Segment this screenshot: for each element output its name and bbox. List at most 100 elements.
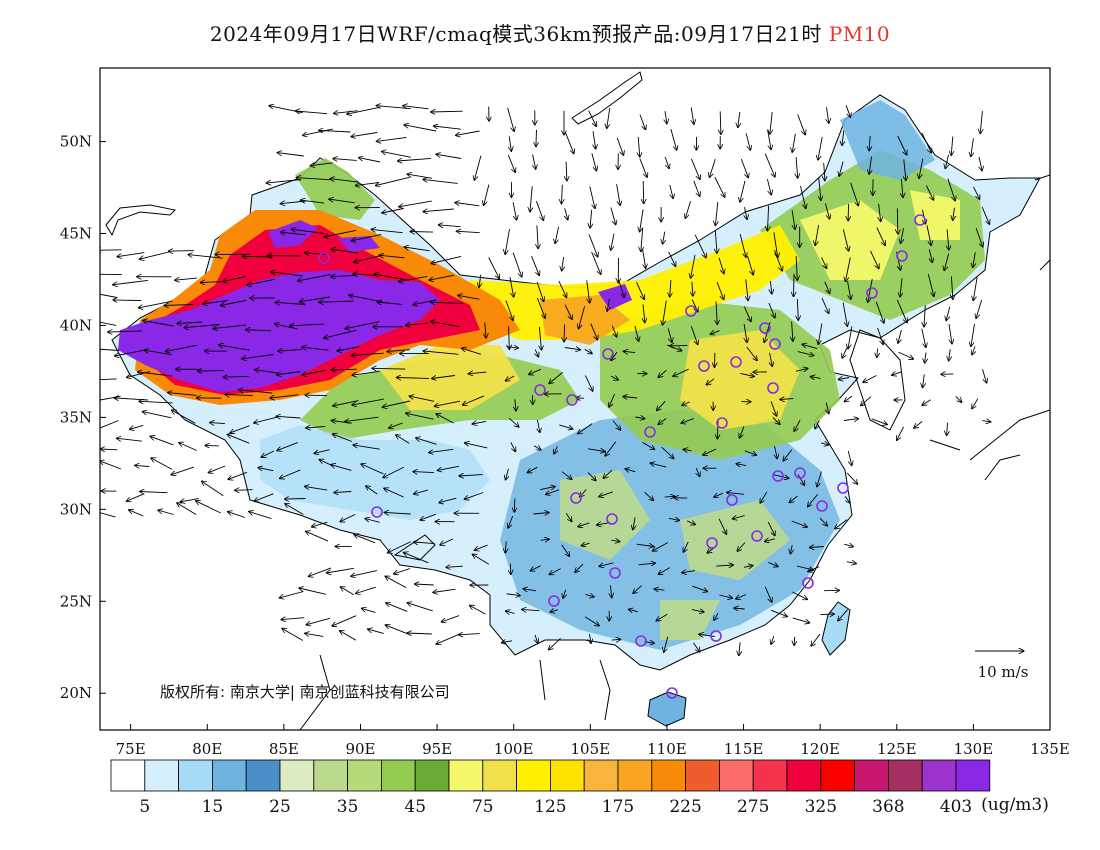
wind-arrow: [387, 541, 411, 553]
vietnam-outline: [539, 659, 611, 721]
wind-arrow: [819, 177, 821, 201]
wind-arrow: [299, 588, 326, 595]
wind-arrow: [353, 445, 380, 450]
wind-arrow: [114, 398, 149, 400]
wind-arrow: [372, 368, 406, 369]
wind-arrow: [588, 449, 605, 452]
wind-arrow: [797, 351, 814, 356]
wind-arrow: [261, 450, 275, 457]
colorbar-legend: 5 15 25 35 45 75 125 175 225 275 325 368 403: [110, 759, 991, 817]
wind-arrow: [770, 401, 777, 416]
wind-arrow: [139, 401, 173, 403]
wind-arrow: [951, 136, 953, 156]
wind-arrow: [794, 419, 801, 431]
wind-arrow: [821, 257, 827, 268]
wind-arrow: [200, 282, 224, 283]
wind-arrow: [352, 370, 380, 375]
wind-arrow: [663, 300, 667, 326]
wind-arrow: [663, 231, 665, 244]
wind-arrow: [746, 279, 748, 300]
wind-arrow: [441, 615, 460, 622]
wind-arrow: [736, 594, 747, 600]
wind-arrow: [509, 276, 514, 297]
wind-arrow: [842, 130, 844, 145]
colorbar-swatch: [516, 759, 551, 792]
wind-arrow: [108, 331, 142, 332]
wind-arrow: [815, 225, 820, 246]
wind-arrow: [898, 351, 914, 359]
wind-arrow: [633, 517, 635, 529]
wind-arrow: [818, 323, 823, 345]
wind-arrow: [973, 277, 978, 300]
wind-arrow: [304, 253, 328, 255]
wind-arrow: [432, 375, 455, 379]
wind-arrow: [870, 250, 879, 269]
colorbar-swatch: [414, 759, 450, 792]
wind-arrow: [399, 200, 432, 207]
wind-arrow: [143, 321, 174, 327]
wind-arrow: [415, 584, 434, 585]
wind-arrow: [354, 534, 376, 544]
wind-arrow: [610, 376, 618, 380]
wind-arrow: [278, 349, 302, 351]
wind-arrow: [848, 204, 849, 221]
wind-arrow: [973, 186, 980, 199]
wind-arrow: [223, 376, 249, 377]
wind-arrow: [371, 229, 403, 234]
colorbar-label: 275: [737, 797, 769, 817]
wind-arrow: [533, 154, 536, 170]
lon-tick-label: 130E: [954, 740, 994, 758]
wind-arrow: [737, 542, 746, 552]
wind-arrow: [300, 200, 325, 204]
wind-arrow: [775, 446, 778, 459]
wind-arrow: [533, 513, 550, 515]
wind-arrow: [258, 468, 274, 472]
colorbar-swatch: [550, 759, 585, 792]
wind-arrow: [585, 594, 595, 597]
wind-arrow: [770, 609, 787, 616]
wind-arrow: [949, 349, 951, 361]
wind-arrow: [734, 608, 745, 609]
colorbar-label: 5: [139, 797, 150, 817]
wind-arrow: [718, 518, 726, 535]
wind-arrow: [302, 347, 329, 351]
wind-arrow: [474, 544, 488, 550]
station-marker: [794, 467, 806, 479]
wind-arrow: [842, 347, 848, 359]
wind-arrow: [416, 438, 437, 445]
wind-arrow: [694, 234, 706, 258]
wind-arrow: [658, 418, 667, 425]
wind-arrow: [334, 111, 358, 114]
wind-arrow: [800, 185, 806, 209]
wind-arrow: [981, 206, 989, 224]
wind-arrow: [137, 372, 173, 377]
copyright-text: 版权所有: 南京大学| 南京创蓝科技有限公司: [160, 683, 450, 701]
wind-arrow: [744, 450, 757, 455]
wind-arrow: [431, 111, 463, 112]
wind-arrow: [869, 135, 870, 151]
wind-arrow: [605, 441, 617, 456]
colorbar-label: 75: [472, 797, 494, 817]
lon-tick-label: 135E: [1030, 740, 1070, 758]
wind-arrow: [375, 176, 410, 185]
wind-arrow: [414, 542, 435, 544]
wind-arrow: [765, 539, 775, 542]
wind-arrow: [682, 402, 690, 406]
wind-arrow: [661, 446, 674, 458]
lon-tick-label: 100E: [494, 740, 534, 758]
wind-arrow: [407, 633, 432, 634]
wind-arrow: [410, 232, 434, 233]
wind-arrow: [507, 154, 515, 173]
lat-tick-label: 45N: [60, 225, 92, 243]
wind-arrow: [351, 233, 382, 240]
wind-arrow: [434, 400, 461, 406]
colorbar-swatch: [482, 759, 517, 792]
wind-arrow: [925, 185, 933, 201]
wind-arrow: [334, 492, 352, 493]
wind-arrow: [536, 297, 545, 318]
colorbar-swatch: [820, 759, 855, 792]
wind-arrow: [266, 179, 301, 184]
wind-arrow: [644, 491, 654, 500]
wind-arrow: [740, 373, 754, 376]
wind-arrow: [238, 390, 273, 394]
